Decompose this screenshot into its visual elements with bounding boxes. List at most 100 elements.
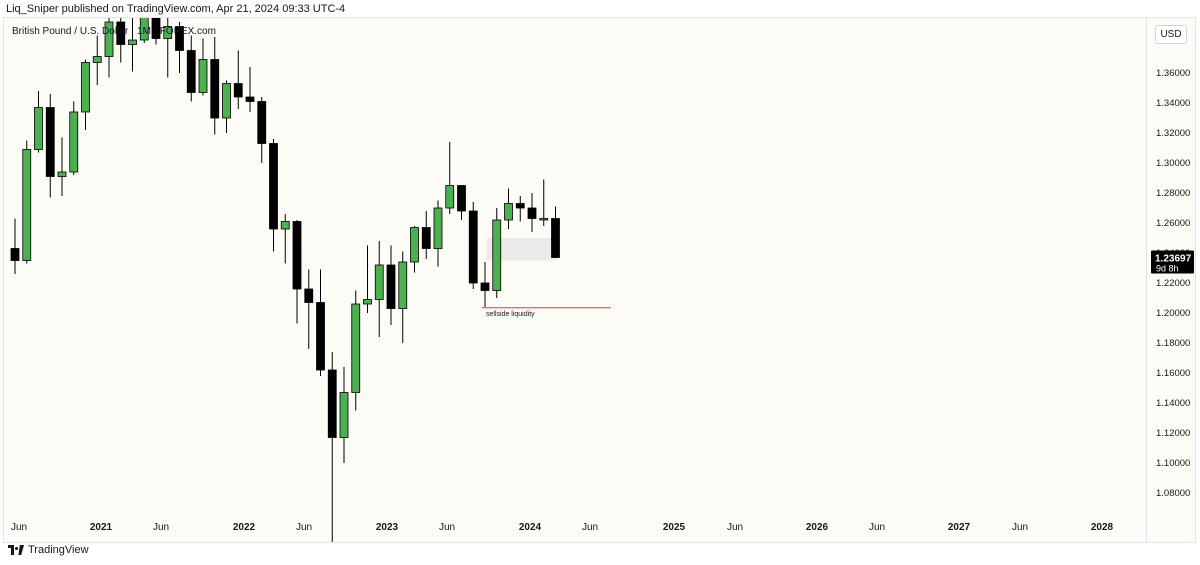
candle <box>327 352 337 542</box>
candle-body <box>304 288 314 303</box>
candle-body <box>386 264 396 309</box>
y-tick-label: 1.10000 <box>1156 458 1190 469</box>
candle-body <box>92 56 102 63</box>
candle <box>398 251 408 343</box>
currency-button[interactable]: USD <box>1155 25 1187 44</box>
candle-body <box>374 264 384 300</box>
candle <box>339 367 349 463</box>
candle-body <box>363 299 372 305</box>
candle-body <box>163 26 173 39</box>
candle <box>280 214 290 264</box>
y-tick-label: 1.36000 <box>1156 68 1190 79</box>
candle-body <box>198 59 208 93</box>
candle-body <box>233 83 243 98</box>
candle <box>527 193 537 232</box>
candle <box>292 220 302 324</box>
x-tick-label: Jun <box>153 522 169 533</box>
candle <box>104 18 114 78</box>
candle-body <box>280 221 290 230</box>
candle <box>81 59 90 130</box>
candle <box>128 18 137 72</box>
candle-body <box>504 203 513 221</box>
x-tick-label: 2025 <box>663 522 686 533</box>
candle-body <box>351 303 361 393</box>
plot-area[interactable]: sellside liquidity Jun 2021 Jun 2022 Jun 2023 J… <box>4 18 1146 542</box>
candle-body <box>316 302 325 371</box>
candle <box>257 97 267 163</box>
candle-body <box>245 96 255 102</box>
candle <box>22 140 32 264</box>
candle <box>151 18 161 45</box>
current-price-box <box>1151 250 1194 274</box>
y-tick-label: 1.26000 <box>1156 218 1190 229</box>
candle-body <box>339 392 349 438</box>
candle <box>116 18 126 63</box>
candle-body <box>210 59 220 119</box>
y-tick-label: 1.28000 <box>1156 188 1190 199</box>
y-tick-label: 1.22000 <box>1156 278 1190 289</box>
candle <box>351 290 361 411</box>
candle-body <box>104 21 114 57</box>
candle-countdown: 9d 8h <box>1156 264 1179 274</box>
candle <box>316 269 325 376</box>
candle <box>386 245 396 325</box>
x-tick-label: Jun <box>296 522 312 533</box>
candle-body <box>468 210 478 284</box>
y-tick-label: 1.30000 <box>1156 158 1190 169</box>
x-tick-label: Jun <box>1012 522 1028 533</box>
x-tick-label: Jun <box>869 522 885 533</box>
candle-body <box>139 18 149 41</box>
candle <box>222 80 231 133</box>
candle <box>457 185 466 220</box>
x-tick-label: 2023 <box>376 522 399 533</box>
candle-body <box>116 21 126 45</box>
candle <box>421 211 431 259</box>
current-price-value: 1.23697 <box>1155 254 1192 265</box>
candle-body <box>22 149 32 261</box>
y-tick-label: 1.18000 <box>1156 338 1190 349</box>
candle <box>92 35 102 85</box>
candle <box>139 18 149 43</box>
candle-body <box>45 107 55 177</box>
y-tick-label: 1.08000 <box>1156 488 1190 499</box>
candle <box>515 196 525 222</box>
candle-body <box>492 219 502 291</box>
chart-svg[interactable]: sellside liquidity Jun 2021 Jun 2022 Jun 2023 J… <box>4 18 1146 542</box>
candle <box>175 22 184 73</box>
candle-body <box>515 203 525 209</box>
y-tick-label: 1.14000 <box>1156 398 1190 409</box>
candle-body <box>551 218 560 258</box>
candle <box>69 101 79 175</box>
publish-info: Liq_Sniper published on TradingView.com,… <box>6 3 346 15</box>
candle <box>374 241 384 337</box>
y-tick-label: 1.16000 <box>1156 368 1190 379</box>
candle-body <box>539 218 549 221</box>
candle <box>492 208 502 298</box>
candle-body <box>292 221 302 290</box>
candle <box>410 226 419 273</box>
candle-body <box>34 107 43 150</box>
candle <box>539 179 549 226</box>
x-tick-label: Jun <box>11 522 27 533</box>
y-tick-label: 1.34000 <box>1156 98 1190 109</box>
candle-body <box>433 207 443 249</box>
price-axis[interactable]: 1.36000 1.34000 1.32000 1.30000 1.28000 1.260… <box>1147 18 1196 542</box>
candle-body <box>327 369 337 438</box>
candle-body <box>421 227 431 249</box>
y-tick-label: 1.20000 <box>1156 308 1190 319</box>
candle <box>468 202 478 289</box>
candle <box>186 35 196 102</box>
candle-body <box>257 101 267 144</box>
candle-body <box>57 171 67 177</box>
candle <box>233 50 243 109</box>
chart-area[interactable]: sellside liquidity Jun 2021 Jun 2022 Jun 2023 J… <box>3 17 1196 543</box>
candle-body <box>10 248 20 261</box>
imbalance-zone <box>487 238 558 261</box>
x-tick-label: 2021 <box>90 522 113 533</box>
footer-brand[interactable]: TradingView <box>28 544 89 556</box>
sellside-liquidity-label: sellside liquidity <box>486 311 535 318</box>
candle-body <box>269 143 278 230</box>
footer[interactable]: TradingView <box>8 544 89 556</box>
x-tick-label: 2026 <box>806 522 829 533</box>
candle-body <box>410 227 419 263</box>
